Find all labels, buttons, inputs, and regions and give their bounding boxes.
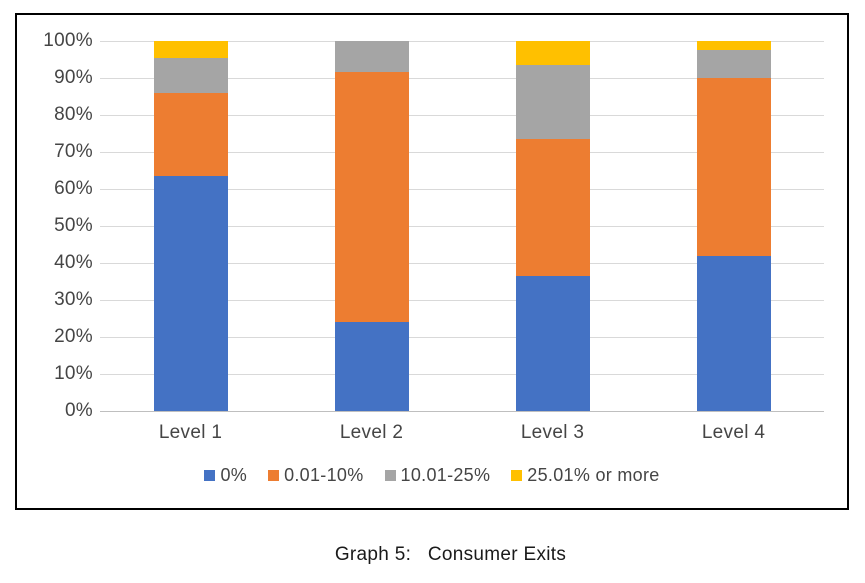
legend-swatch-icon — [268, 470, 280, 481]
x-category-label: Level 2 — [339, 422, 404, 443]
bar-segment-level-1-10-01-25 — [153, 57, 228, 93]
gridline — [100, 373, 824, 375]
y-tick-label: 30% — [54, 289, 93, 310]
y-tick-label: 20% — [54, 326, 93, 347]
legend-label: 25.01% or more — [527, 465, 660, 485]
legend-label: 10.01-25% — [400, 465, 491, 485]
bar-segment-level-1-0 — [153, 176, 228, 411]
legend-item: 0% — [204, 465, 247, 486]
bar-segment-level-1-25-01-or-more — [153, 41, 228, 58]
y-tick-label: 90% — [54, 67, 93, 88]
y-tick-label: 10% — [54, 363, 93, 384]
gridline — [100, 114, 824, 116]
bar-segment-level-4-25-01-or-more — [696, 41, 771, 51]
bar-segment-level-2-0 — [334, 322, 409, 411]
y-tick-label: 80% — [54, 104, 93, 125]
gridline — [100, 151, 824, 153]
bar-segment-level-4-0-01-10 — [696, 78, 771, 256]
bar-segment-level-2-0-01-10 — [334, 72, 409, 323]
legend-item: 0.01-10% — [268, 465, 363, 486]
legend-swatch-icon — [511, 470, 523, 481]
gridline — [100, 262, 824, 264]
bar-segment-level-3-25-01-or-more — [515, 41, 590, 66]
gridline — [100, 40, 824, 42]
gridline — [100, 336, 824, 338]
y-tick-label: 70% — [54, 141, 93, 162]
legend-swatch-icon — [384, 470, 396, 481]
y-tick-label: 40% — [54, 252, 93, 273]
gridline — [100, 77, 824, 79]
bar-segment-level-4-10-01-25 — [696, 50, 771, 78]
gridline — [100, 299, 824, 301]
legend-item: 25.01% or more — [511, 465, 659, 486]
legend-item: 10.01-25% — [384, 465, 491, 486]
legend-label: 0% — [220, 465, 248, 485]
gridline — [100, 188, 824, 190]
gridline — [100, 225, 824, 227]
bar-segment-level-3-10-01-25 — [515, 65, 590, 140]
y-tick-label: 60% — [54, 178, 93, 199]
bar-segment-level-2-10-01-25 — [334, 41, 409, 73]
x-category-label: Level 4 — [701, 422, 766, 443]
y-tick-label: 100% — [43, 30, 93, 51]
x-category-label: Level 1 — [158, 422, 223, 443]
bar-segment-level-1-0-01-10 — [153, 92, 228, 177]
bar-segment-level-3-0 — [515, 275, 590, 411]
y-tick-label: 0% — [64, 400, 93, 421]
x-axis-line — [100, 410, 824, 412]
chart-caption: Graph 5: Consumer Exits — [334, 544, 567, 565]
bar-segment-level-3-0-01-10 — [515, 139, 590, 276]
chart-frame: 0% 10% 20% 30% 40% 50% 60% 70% 80% 90% 100% Level 1… — [15, 13, 849, 510]
legend: 0% 0.01-10% 10.01-25% 25.01% or more — [17, 465, 847, 486]
legend-label: 0.01-10% — [284, 465, 364, 485]
x-category-label: Level 3 — [520, 422, 585, 443]
y-tick-label: 50% — [54, 215, 93, 236]
bar-segment-level-4-0 — [696, 255, 771, 411]
legend-swatch-icon — [204, 470, 216, 481]
